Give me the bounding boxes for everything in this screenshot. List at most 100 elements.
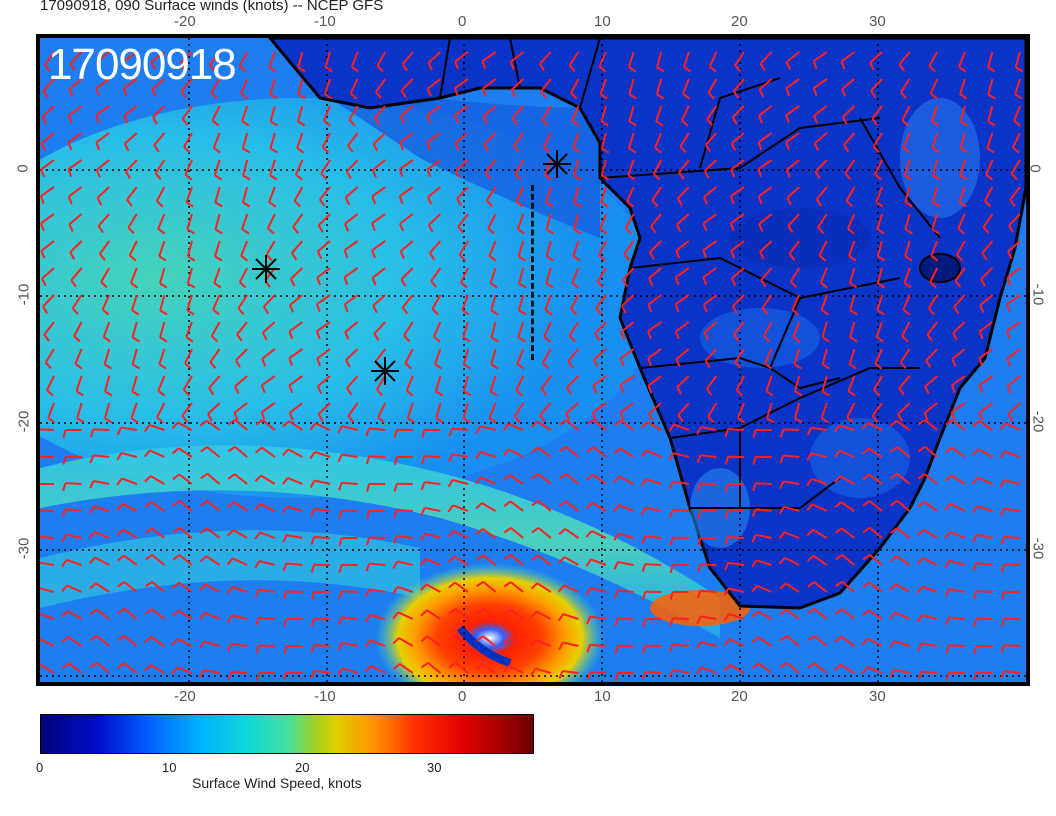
wind-barb bbox=[104, 375, 111, 392]
wind-barb bbox=[817, 213, 828, 228]
wind-barb bbox=[930, 240, 939, 257]
wind-barb-feather bbox=[917, 529, 925, 536]
wind-barb bbox=[562, 613, 579, 620]
wind-barb bbox=[289, 402, 304, 414]
wind-barb bbox=[213, 159, 221, 176]
wind-barb bbox=[1007, 240, 1021, 253]
wind-barb-feather bbox=[984, 200, 992, 208]
wind-barb bbox=[959, 132, 966, 149]
wind-barb-feather bbox=[613, 590, 619, 599]
wind-barb bbox=[896, 472, 911, 485]
wind-barb bbox=[731, 132, 745, 145]
wind-barb bbox=[75, 375, 83, 392]
wind-barb bbox=[320, 159, 331, 174]
wind-barb-feather bbox=[889, 640, 896, 649]
wind-barb bbox=[324, 78, 331, 95]
wind-barb-feather bbox=[365, 563, 371, 572]
wind-barb-feather bbox=[973, 618, 978, 627]
wind-barb bbox=[482, 580, 497, 593]
wind-barb-feather bbox=[61, 636, 70, 643]
wind-barb bbox=[123, 105, 138, 117]
wind-barb-feather bbox=[953, 306, 960, 315]
wind-barb bbox=[655, 78, 663, 95]
wind-barb-feather bbox=[833, 450, 841, 458]
wind-barb-feather bbox=[456, 198, 463, 206]
wind-barb bbox=[131, 348, 138, 365]
wind-barb bbox=[921, 642, 938, 647]
wind-barb bbox=[573, 186, 580, 203]
wind-barb bbox=[757, 610, 773, 620]
wind-barb bbox=[371, 267, 386, 279]
wind-barb-feather bbox=[172, 554, 181, 561]
wind-barb bbox=[314, 450, 331, 458]
wind-barb-feather bbox=[676, 198, 683, 206]
wind-barb bbox=[184, 159, 193, 175]
wind-barb-feather bbox=[778, 557, 786, 565]
wind-barb-feather bbox=[338, 564, 343, 573]
wind-barb-feather bbox=[283, 618, 288, 627]
wind-barb bbox=[535, 639, 552, 647]
wind-barb bbox=[676, 213, 690, 226]
wind-barb bbox=[238, 51, 249, 67]
wind-barb-feather bbox=[1006, 385, 1012, 394]
wind-barb-feather bbox=[1006, 303, 1011, 313]
wind-barb bbox=[924, 419, 938, 431]
wind-barb bbox=[121, 477, 138, 485]
wind-barb bbox=[261, 348, 276, 360]
wind-barb bbox=[203, 640, 220, 647]
wind-barb bbox=[318, 213, 331, 227]
wind-barb-feather bbox=[834, 554, 843, 561]
wind-barb-feather bbox=[392, 586, 399, 595]
wind-barb bbox=[233, 402, 248, 414]
wind-barb bbox=[1004, 507, 1021, 512]
wind-barb bbox=[399, 240, 414, 253]
wind-barb-feather bbox=[448, 634, 457, 642]
wind-barb-feather bbox=[779, 661, 788, 669]
wind-barb bbox=[617, 532, 634, 539]
wind-barb-feather bbox=[152, 116, 158, 125]
wind-barb bbox=[211, 105, 221, 121]
wind-barb bbox=[818, 240, 828, 256]
wind-barb-feather bbox=[420, 609, 428, 617]
wind-barb bbox=[485, 186, 497, 201]
wind-barb bbox=[568, 51, 580, 66]
wind-barb-feather bbox=[315, 303, 321, 313]
wind-barb-feather bbox=[234, 385, 240, 395]
wind-barb bbox=[154, 159, 166, 174]
wind-barb-feather bbox=[186, 228, 195, 235]
wind-barb-feather bbox=[144, 580, 153, 588]
left-lat-label: -20 bbox=[15, 410, 33, 433]
wind-barb bbox=[236, 321, 248, 336]
wind-barb-feather bbox=[486, 199, 493, 207]
wind-barb-feather bbox=[44, 64, 51, 72]
wind-barb bbox=[205, 555, 221, 566]
wind-barb-feather bbox=[917, 419, 926, 426]
wind-barb bbox=[488, 240, 497, 257]
wind-barb-feather bbox=[957, 227, 965, 235]
wind-barb bbox=[950, 502, 966, 512]
wind-barb-feather bbox=[261, 358, 267, 367]
wind-barb bbox=[783, 531, 800, 539]
wind-barb bbox=[509, 500, 524, 512]
wind-barb-feather bbox=[319, 198, 326, 207]
wind-barb-feather bbox=[944, 474, 953, 482]
wind-barb-feather bbox=[310, 591, 315, 600]
wind-barb bbox=[839, 449, 855, 458]
wind-barb-feather bbox=[650, 225, 657, 234]
wind-barb-feather bbox=[518, 282, 527, 289]
wind-barb-feather bbox=[822, 363, 831, 370]
wind-barb bbox=[156, 402, 166, 418]
wind-barb-feather bbox=[565, 412, 571, 421]
wind-barb-feather bbox=[344, 223, 350, 232]
wind-barb bbox=[897, 402, 911, 415]
wind-barb-feather bbox=[944, 531, 951, 540]
wind-barb-feather bbox=[834, 501, 842, 509]
wind-barb-feather bbox=[239, 281, 247, 289]
top-lon-label: 0 bbox=[458, 13, 467, 30]
wind-barb bbox=[1009, 186, 1021, 201]
wind-barb bbox=[672, 617, 689, 620]
wind-barb bbox=[238, 267, 249, 283]
wind-barb bbox=[895, 419, 911, 431]
wind-barb bbox=[241, 186, 249, 203]
wind-barb bbox=[40, 638, 55, 647]
